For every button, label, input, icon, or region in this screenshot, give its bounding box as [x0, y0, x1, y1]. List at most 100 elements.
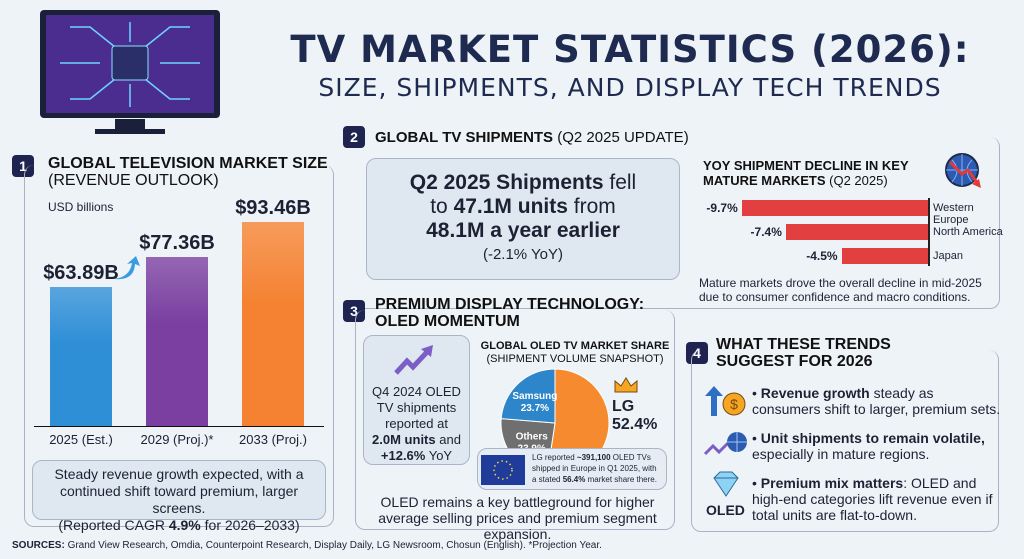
bar-value-label: $93.46B	[235, 197, 311, 220]
trend-bold: Premium mix matters	[760, 475, 904, 491]
decline-value: -9.7%	[706, 201, 738, 215]
section2-title: GLOBAL TV SHIPMENTS	[375, 129, 554, 146]
decline-bar	[741, 200, 928, 216]
title-line-1: TV MARKET STATISTICS (2026):	[290, 28, 970, 71]
section4-title: WHAT THESE TRENDS	[716, 336, 891, 353]
revenue-bar-chart: $63.89B 2025 (Est.) $77.36B 2029 (Proj.)* $9…	[34, 197, 324, 447]
section1-note: Steady revenue growth expected, with a c…	[32, 460, 326, 533]
stat-text: YoY	[425, 448, 453, 463]
trend-item: • Revenue growth steady as consumers shi…	[752, 385, 1001, 417]
decline-bar-chart: -9.7% Western Europe -7.4% North America -4.…	[690, 198, 1010, 266]
section2-heading: GLOBAL TV SHIPMENTS (Q2 2025 UPDATE)	[375, 129, 689, 146]
decline-heading: YOY SHIPMENT DECLINE IN KEY MATURE MARKE…	[703, 158, 909, 188]
eu-text: OLED TVs shipped in Europe in Q1 2025, w…	[532, 453, 657, 484]
stat-bold: +12.6%	[380, 448, 426, 463]
section3-title: OLED MOMENTUM	[375, 313, 520, 330]
callout-text: to	[430, 195, 454, 218]
stat-bold: 2.0M units	[372, 432, 436, 447]
growth-arrow-icon	[114, 256, 140, 280]
diamond-icon	[713, 471, 739, 497]
callout-yoy: (-2.1% YoY)	[482, 246, 564, 263]
note-line: Steady revenue growth expected, with a	[54, 466, 304, 482]
oled-icon-label: OLED	[706, 502, 745, 518]
note-text: (Reported CAGR	[58, 517, 169, 533]
stat-text: and	[435, 432, 461, 447]
x-tick-label: 2029 (Proj.)*	[140, 432, 214, 447]
stat-text: TV shipments	[376, 400, 457, 415]
bar-2	[242, 222, 304, 426]
trend-item: • Premium mix matters: OLED and high-end…	[752, 475, 993, 523]
arrow-up-dollar-icon: $	[705, 386, 746, 416]
shipments-callout: Q2 2025 Shipments fell to 47.1M units fr…	[366, 158, 680, 280]
eu-text: LG reported	[532, 453, 577, 462]
stat-text: Q4 2024 OLED	[372, 384, 461, 399]
section2-title-note: (Q2 2025 UPDATE)	[557, 129, 689, 146]
svg-text:$: $	[730, 396, 738, 412]
section3-title: PREMIUM DISPLAY TECHNOLOGY:	[375, 296, 645, 313]
pie-label: Samsung 23.7%	[512, 391, 557, 414]
pie-label-value: 52.4%	[612, 416, 658, 433]
tv-circuit-illustration	[40, 10, 220, 134]
axis-line	[928, 198, 930, 266]
region-label: Western Europe	[933, 202, 974, 226]
pie-subtitle: (SHIPMENT VOLUME SNAPSHOT)	[486, 353, 664, 365]
callout-text: from	[567, 195, 616, 218]
title-line-2: SIZE, SHIPMENTS, AND DISPLAY TECH TRENDS	[318, 73, 942, 102]
decline-note: Mature markets drove the overall decline…	[699, 276, 982, 304]
eu-flag-icon	[481, 455, 525, 485]
section3-heading: PREMIUM DISPLAY TECHNOLOGY: OLED MOMENTU…	[375, 296, 644, 330]
note-text: for 2026–2033)	[200, 517, 300, 533]
trend-up-arrow-icon	[394, 345, 433, 375]
decline-title-note: (Q2 2025)	[825, 173, 888, 188]
note-line: continued shift toward premium, larger s…	[59, 483, 299, 516]
decline-bar	[785, 224, 928, 240]
eu-bold: 56.4%	[562, 475, 586, 484]
stat-text: reported at	[385, 416, 448, 431]
decline-value: -4.5%	[806, 249, 838, 263]
decline-value: -7.4%	[750, 225, 782, 239]
cagr-value: 4.9%	[168, 517, 201, 533]
trend-text: : OLED and high-end categories lift reve…	[752, 475, 993, 523]
decline-title: YOY SHIPMENT DECLINE IN KEY	[703, 158, 909, 173]
callout-bold: 47.1M units	[453, 195, 568, 218]
section1-heading: GLOBAL TELEVISION MARKET SIZE (REVENUE O…	[48, 155, 328, 189]
section3-panel	[355, 310, 675, 530]
trend-bold: Revenue growth	[760, 385, 870, 401]
section2-panel	[355, 137, 1000, 309]
section1-title: GLOBAL TELEVISION MARKET SIZE	[48, 155, 328, 172]
callout-bold: 48.1M a year earlier	[426, 219, 620, 242]
line-globe-icon	[703, 432, 747, 456]
oled-stat-card: Q4 2024 OLED TV shipments reported at 2.…	[363, 335, 470, 465]
trend-bold: Unit shipments to remain volatile,	[760, 430, 985, 446]
sources-label: SOURCES:	[12, 540, 65, 551]
bar-0	[50, 286, 112, 426]
note-cagr: (Reported CAGR 4.9% for 2026–2033)	[33, 517, 325, 534]
page-title: TV MARKET STATISTICS (2026): SIZE, SHIPM…	[250, 28, 1010, 102]
region-label: North America	[933, 226, 1003, 238]
section1-subtitle: (REVENUE OUTLOOK)	[48, 172, 219, 189]
trend-text: especially in mature regions.	[752, 446, 930, 462]
x-tick-label: 2033 (Proj.)	[239, 432, 307, 447]
section4-panel	[691, 350, 999, 532]
globe-down-arrow-icon	[945, 153, 981, 188]
sources: SOURCES: Grand View Research, Omdia, Cou…	[12, 540, 602, 551]
sources-text: Grand View Research, Omdia, Counterpoint…	[64, 540, 602, 551]
callout-text: fell	[603, 171, 637, 194]
unit-label: USD billions	[48, 200, 114, 214]
trend-text: steady as consumers shift to larger, pre…	[752, 385, 1001, 417]
pie-title: GLOBAL OLED TV MARKET SHARE	[480, 340, 670, 352]
callout-bold: Q2 2025 Shipments	[409, 171, 604, 194]
trend-item: • Unit shipments to remain volatile, esp…	[752, 430, 985, 462]
section1-panel	[24, 165, 334, 527]
x-tick-label: 2025 (Est.)	[49, 432, 113, 447]
bar-value-label: $77.36B	[139, 232, 215, 255]
decline-bar	[841, 248, 928, 264]
pie-label-name: LG	[612, 398, 635, 415]
pie-slice-samsung	[500, 368, 556, 424]
decline-title: MATURE MARKETS	[703, 173, 826, 188]
eu-bold: ~391,100	[576, 453, 611, 462]
section4-title: SUGGEST FOR 2026	[716, 353, 873, 370]
eu-text: market share there.	[585, 475, 657, 484]
oled-footer: OLED remains a key battleground for high…	[378, 494, 657, 542]
bar-1	[146, 257, 208, 426]
